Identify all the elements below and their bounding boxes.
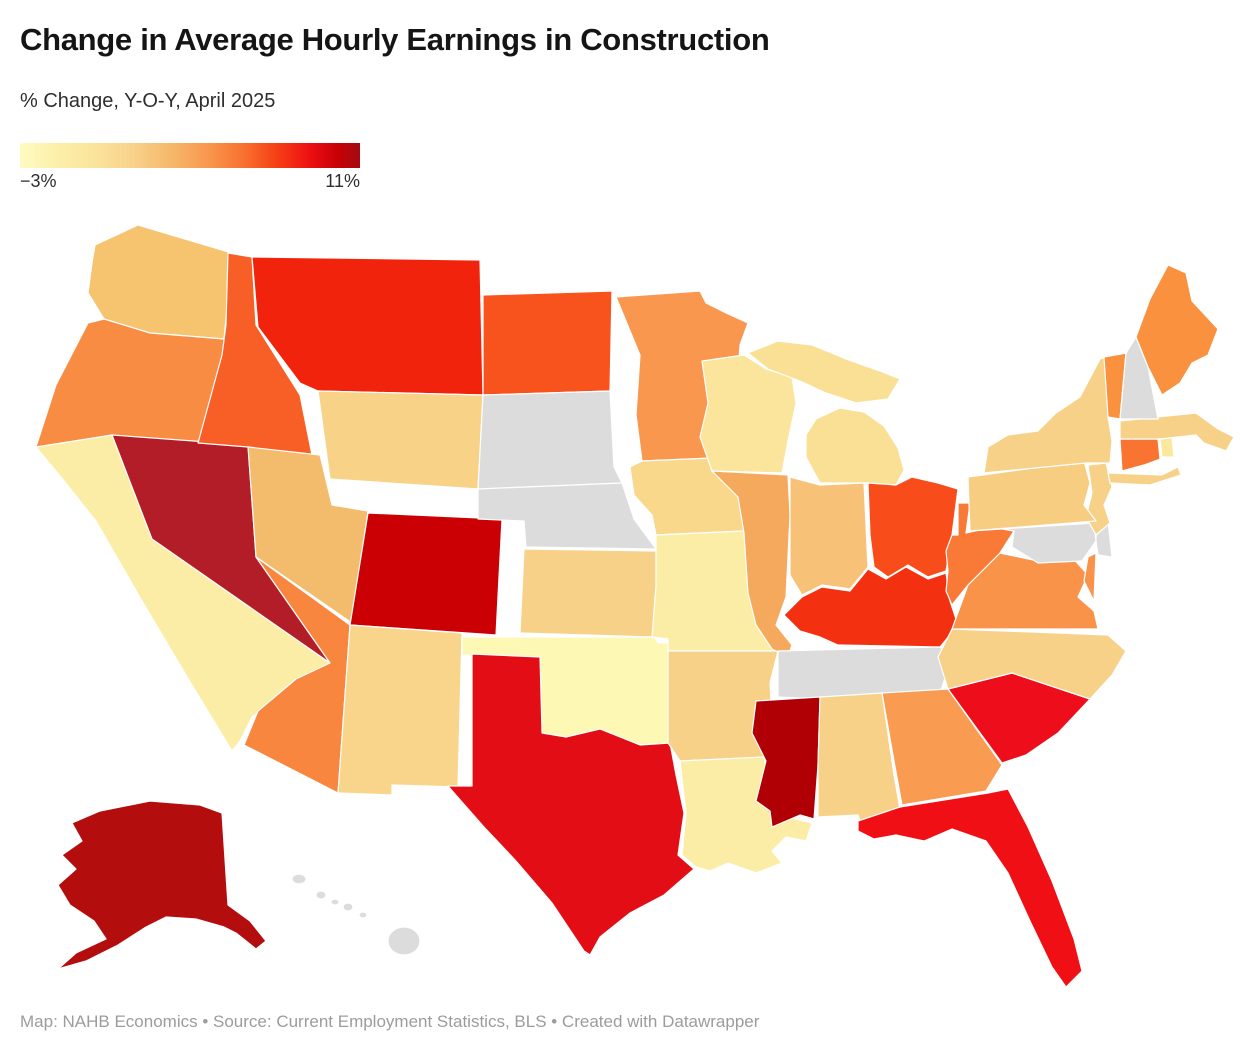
- state-nh[interactable]: [1119, 336, 1159, 420]
- legend-labels: −3% 11%: [20, 171, 360, 192]
- state-nd[interactable]: [482, 290, 613, 396]
- state-hi[interactable]: [291, 873, 307, 885]
- page-title: Change in Average Hourly Earnings in Con…: [20, 22, 770, 57]
- state-fl[interactable]: [857, 788, 1083, 988]
- state-ma[interactable]: [1119, 412, 1235, 452]
- state-tx[interactable]: [447, 653, 695, 970]
- state-ne[interactable]: [477, 482, 657, 550]
- state-va[interactable]: [1083, 552, 1097, 602]
- state-oh[interactable]: [867, 476, 959, 578]
- state-wi[interactable]: [699, 354, 797, 474]
- state-in[interactable]: [789, 476, 869, 596]
- state-sd[interactable]: [477, 390, 623, 490]
- state-wy[interactable]: [317, 390, 484, 490]
- state-co[interactable]: [349, 512, 503, 636]
- state-ny[interactable]: [983, 356, 1113, 474]
- state-hi[interactable]: [315, 890, 327, 900]
- state-nm[interactable]: [337, 624, 463, 796]
- state-mi[interactable]: [805, 407, 905, 486]
- state-ct[interactable]: [1119, 438, 1161, 472]
- footer-credit: Map: NAHB Economics • Source: Current Em…: [20, 1012, 760, 1031]
- page-subtitle: % Change, Y-O-Y, April 2025: [20, 90, 276, 112]
- legend-min-label: −3%: [20, 171, 57, 191]
- state-hi[interactable]: [342, 902, 354, 912]
- legend-max-label: 11%: [325, 171, 360, 191]
- state-ri[interactable]: [1159, 436, 1175, 458]
- state-nc[interactable]: [937, 628, 1127, 700]
- legend-gradient-bar: [20, 143, 360, 168]
- state-hi[interactable]: [330, 898, 340, 906]
- state-ak[interactable]: [57, 800, 267, 970]
- state-me[interactable]: [1135, 264, 1219, 396]
- state-hi[interactable]: [358, 911, 368, 919]
- state-mi[interactable]: [747, 340, 901, 404]
- state-hi[interactable]: [387, 926, 421, 956]
- state-ny[interactable]: [1107, 466, 1182, 486]
- us-map: [35, 224, 1235, 988]
- state-ks[interactable]: [519, 548, 663, 638]
